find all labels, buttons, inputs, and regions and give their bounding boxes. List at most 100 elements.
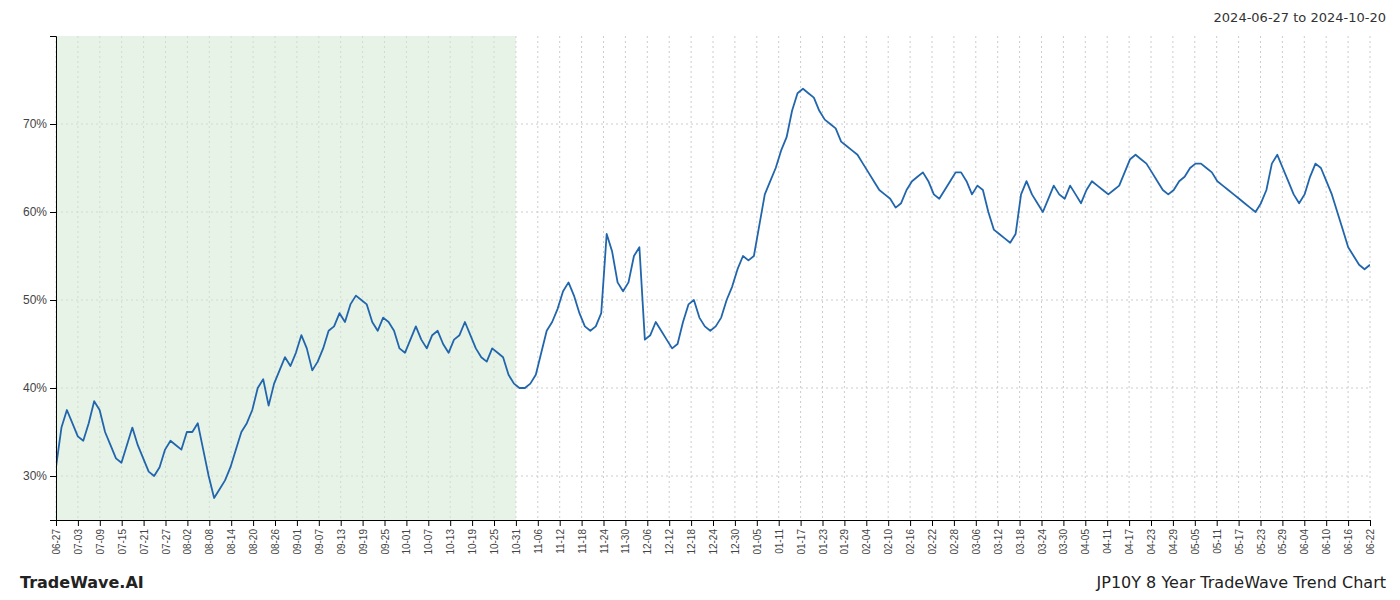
x-tick-mark	[910, 520, 911, 526]
x-tick: 05-17	[1234, 520, 1245, 555]
x-tick: 12-12	[664, 520, 675, 555]
y-tick-label: 40%	[23, 381, 47, 395]
grid-line	[778, 36, 779, 520]
x-tick-mark	[1020, 520, 1021, 526]
x-tick-mark	[1085, 520, 1086, 526]
footer-left: TradeWave.AI	[20, 573, 144, 592]
grid-line	[1326, 36, 1327, 520]
x-tick: 12-06	[642, 520, 653, 555]
x-tick-label: 07-27	[161, 529, 172, 555]
x-tick-label: 03-24	[1037, 529, 1048, 555]
x-tick-mark	[494, 520, 495, 526]
grid	[56, 36, 1370, 520]
x-tick-label: 03-06	[971, 529, 982, 555]
x-tick: 04-17	[1124, 520, 1135, 555]
x-tick: 02-22	[927, 520, 938, 555]
x-tick-label: 06-16	[1343, 529, 1354, 555]
x-tick-label: 05-05	[1190, 529, 1201, 555]
x-axis: 06-2707-0307-0907-1507-2107-2708-0208-08…	[51, 520, 1376, 555]
footer-right: JP10Y 8 Year TradeWave Trend Chart	[1096, 573, 1386, 592]
x-tick-mark	[669, 520, 670, 526]
x-tick: 12-24	[708, 520, 719, 555]
x-tick: 03-30	[1058, 520, 1069, 555]
x-tick-mark	[231, 520, 232, 526]
x-tick-label: 11-30	[620, 529, 631, 554]
x-tick: 08-26	[270, 520, 281, 555]
x-tick-label: 10-19	[467, 529, 478, 555]
x-tick-mark	[428, 520, 429, 526]
y-tick: 40%	[23, 381, 56, 395]
plot: 06-2707-0307-0907-1507-2107-2708-0208-08…	[23, 36, 1376, 555]
x-tick-mark	[78, 520, 79, 526]
x-tick-mark	[735, 520, 736, 526]
x-tick-mark	[647, 520, 648, 526]
x-tick-mark	[144, 520, 145, 526]
x-tick-mark	[122, 520, 123, 526]
x-tick: 10-13	[445, 520, 456, 555]
y-tick-label: 30%	[23, 469, 47, 483]
x-tick-label: 02-28	[949, 529, 960, 555]
chart: 06-2707-0307-0907-1507-2107-2708-0208-08…	[0, 0, 1400, 600]
x-tick-mark	[1173, 520, 1174, 526]
x-tick-label: 04-17	[1124, 529, 1135, 555]
x-tick: 03-12	[993, 520, 1004, 555]
x-tick: 02-16	[905, 520, 916, 555]
x-tick-mark	[385, 520, 386, 526]
y-tick-mark	[50, 124, 56, 125]
x-tick: 07-21	[139, 520, 150, 555]
grid-line	[1129, 36, 1130, 520]
x-tick: 09-07	[314, 520, 325, 555]
x-tick: 08-08	[204, 520, 215, 555]
x-tick-label: 08-26	[270, 529, 281, 555]
x-tick: 11-30	[620, 520, 631, 554]
x-tick-label: 04-11	[1102, 529, 1113, 554]
grid-line	[800, 36, 801, 520]
x-tick-label: 03-12	[993, 529, 1004, 555]
x-tick-mark	[472, 520, 473, 526]
grid-line	[975, 36, 976, 520]
x-tick-label: 09-01	[292, 529, 303, 555]
x-tick-label: 08-02	[182, 529, 193, 555]
x-tick: 08-14	[226, 520, 237, 555]
grid-line	[1151, 36, 1152, 520]
x-tick-mark	[1370, 520, 1371, 526]
grid-line	[1304, 36, 1305, 520]
x-tick-label: 03-30	[1058, 529, 1069, 555]
x-tick-mark	[932, 520, 933, 526]
grid-line	[866, 36, 867, 520]
x-tick: 01-17	[796, 520, 807, 555]
x-tick: 07-27	[161, 520, 172, 555]
x-tick-label: 01-11	[774, 529, 785, 554]
grid-line	[910, 36, 911, 520]
grid-line	[1085, 36, 1086, 520]
grid-line	[844, 36, 845, 520]
x-tick-mark	[866, 520, 867, 526]
x-tick: 01-11	[774, 520, 785, 554]
x-tick: 11-12	[555, 520, 566, 554]
x-tick: 10-19	[467, 520, 478, 555]
y-tick: 30%	[23, 469, 56, 483]
x-tick-mark	[1348, 520, 1349, 526]
x-tick-mark	[1304, 520, 1305, 526]
y-tick-label: 70%	[23, 117, 47, 131]
x-tick-label: 09-25	[380, 529, 391, 555]
grid-line	[888, 36, 889, 520]
grid-line	[1216, 36, 1217, 520]
x-tick-mark	[844, 520, 845, 526]
x-tick-label: 06-10	[1321, 529, 1332, 555]
x-tick-mark	[582, 520, 583, 526]
x-tick-mark	[757, 520, 758, 526]
x-tick: 10-31	[511, 520, 522, 555]
x-tick-mark	[363, 520, 364, 526]
x-tick-label: 04-05	[1080, 529, 1091, 555]
x-tick-label: 10-07	[423, 529, 434, 555]
x-tick-mark	[823, 520, 824, 526]
x-tick-mark	[888, 520, 889, 526]
x-tick: 05-29	[1277, 520, 1288, 555]
x-tick-label: 02-04	[861, 529, 872, 555]
x-tick: 06-22	[1365, 520, 1376, 555]
x-tick-mark	[998, 520, 999, 526]
x-tick: 11-24	[599, 520, 610, 554]
grid-line	[1238, 36, 1239, 520]
shaded-region	[56, 36, 516, 520]
